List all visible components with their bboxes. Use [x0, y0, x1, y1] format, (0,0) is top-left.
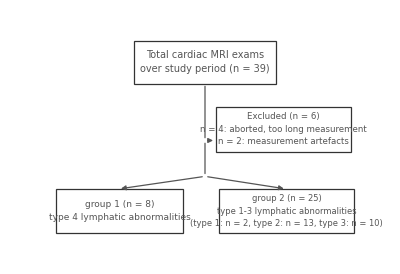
FancyBboxPatch shape [134, 41, 276, 84]
FancyBboxPatch shape [219, 189, 354, 233]
Text: Total cardiac MRI exams
over study period (n = 39): Total cardiac MRI exams over study perio… [140, 50, 270, 75]
Text: group 2 (n = 25)
type 1-3 lymphatic abnormalities
(type 1: n = 2, type 2: n = 13: group 2 (n = 25) type 1-3 lymphatic abno… [190, 194, 383, 228]
Text: Excluded (n = 6)
n = 4: aborted, too long measurement
n = 2: measurement artefac: Excluded (n = 6) n = 4: aborted, too lon… [200, 112, 367, 146]
FancyBboxPatch shape [216, 107, 351, 152]
Text: group 1 (n = 8)
type 4 lymphatic abnormalities: group 1 (n = 8) type 4 lymphatic abnorma… [49, 200, 191, 222]
FancyBboxPatch shape [56, 189, 183, 233]
